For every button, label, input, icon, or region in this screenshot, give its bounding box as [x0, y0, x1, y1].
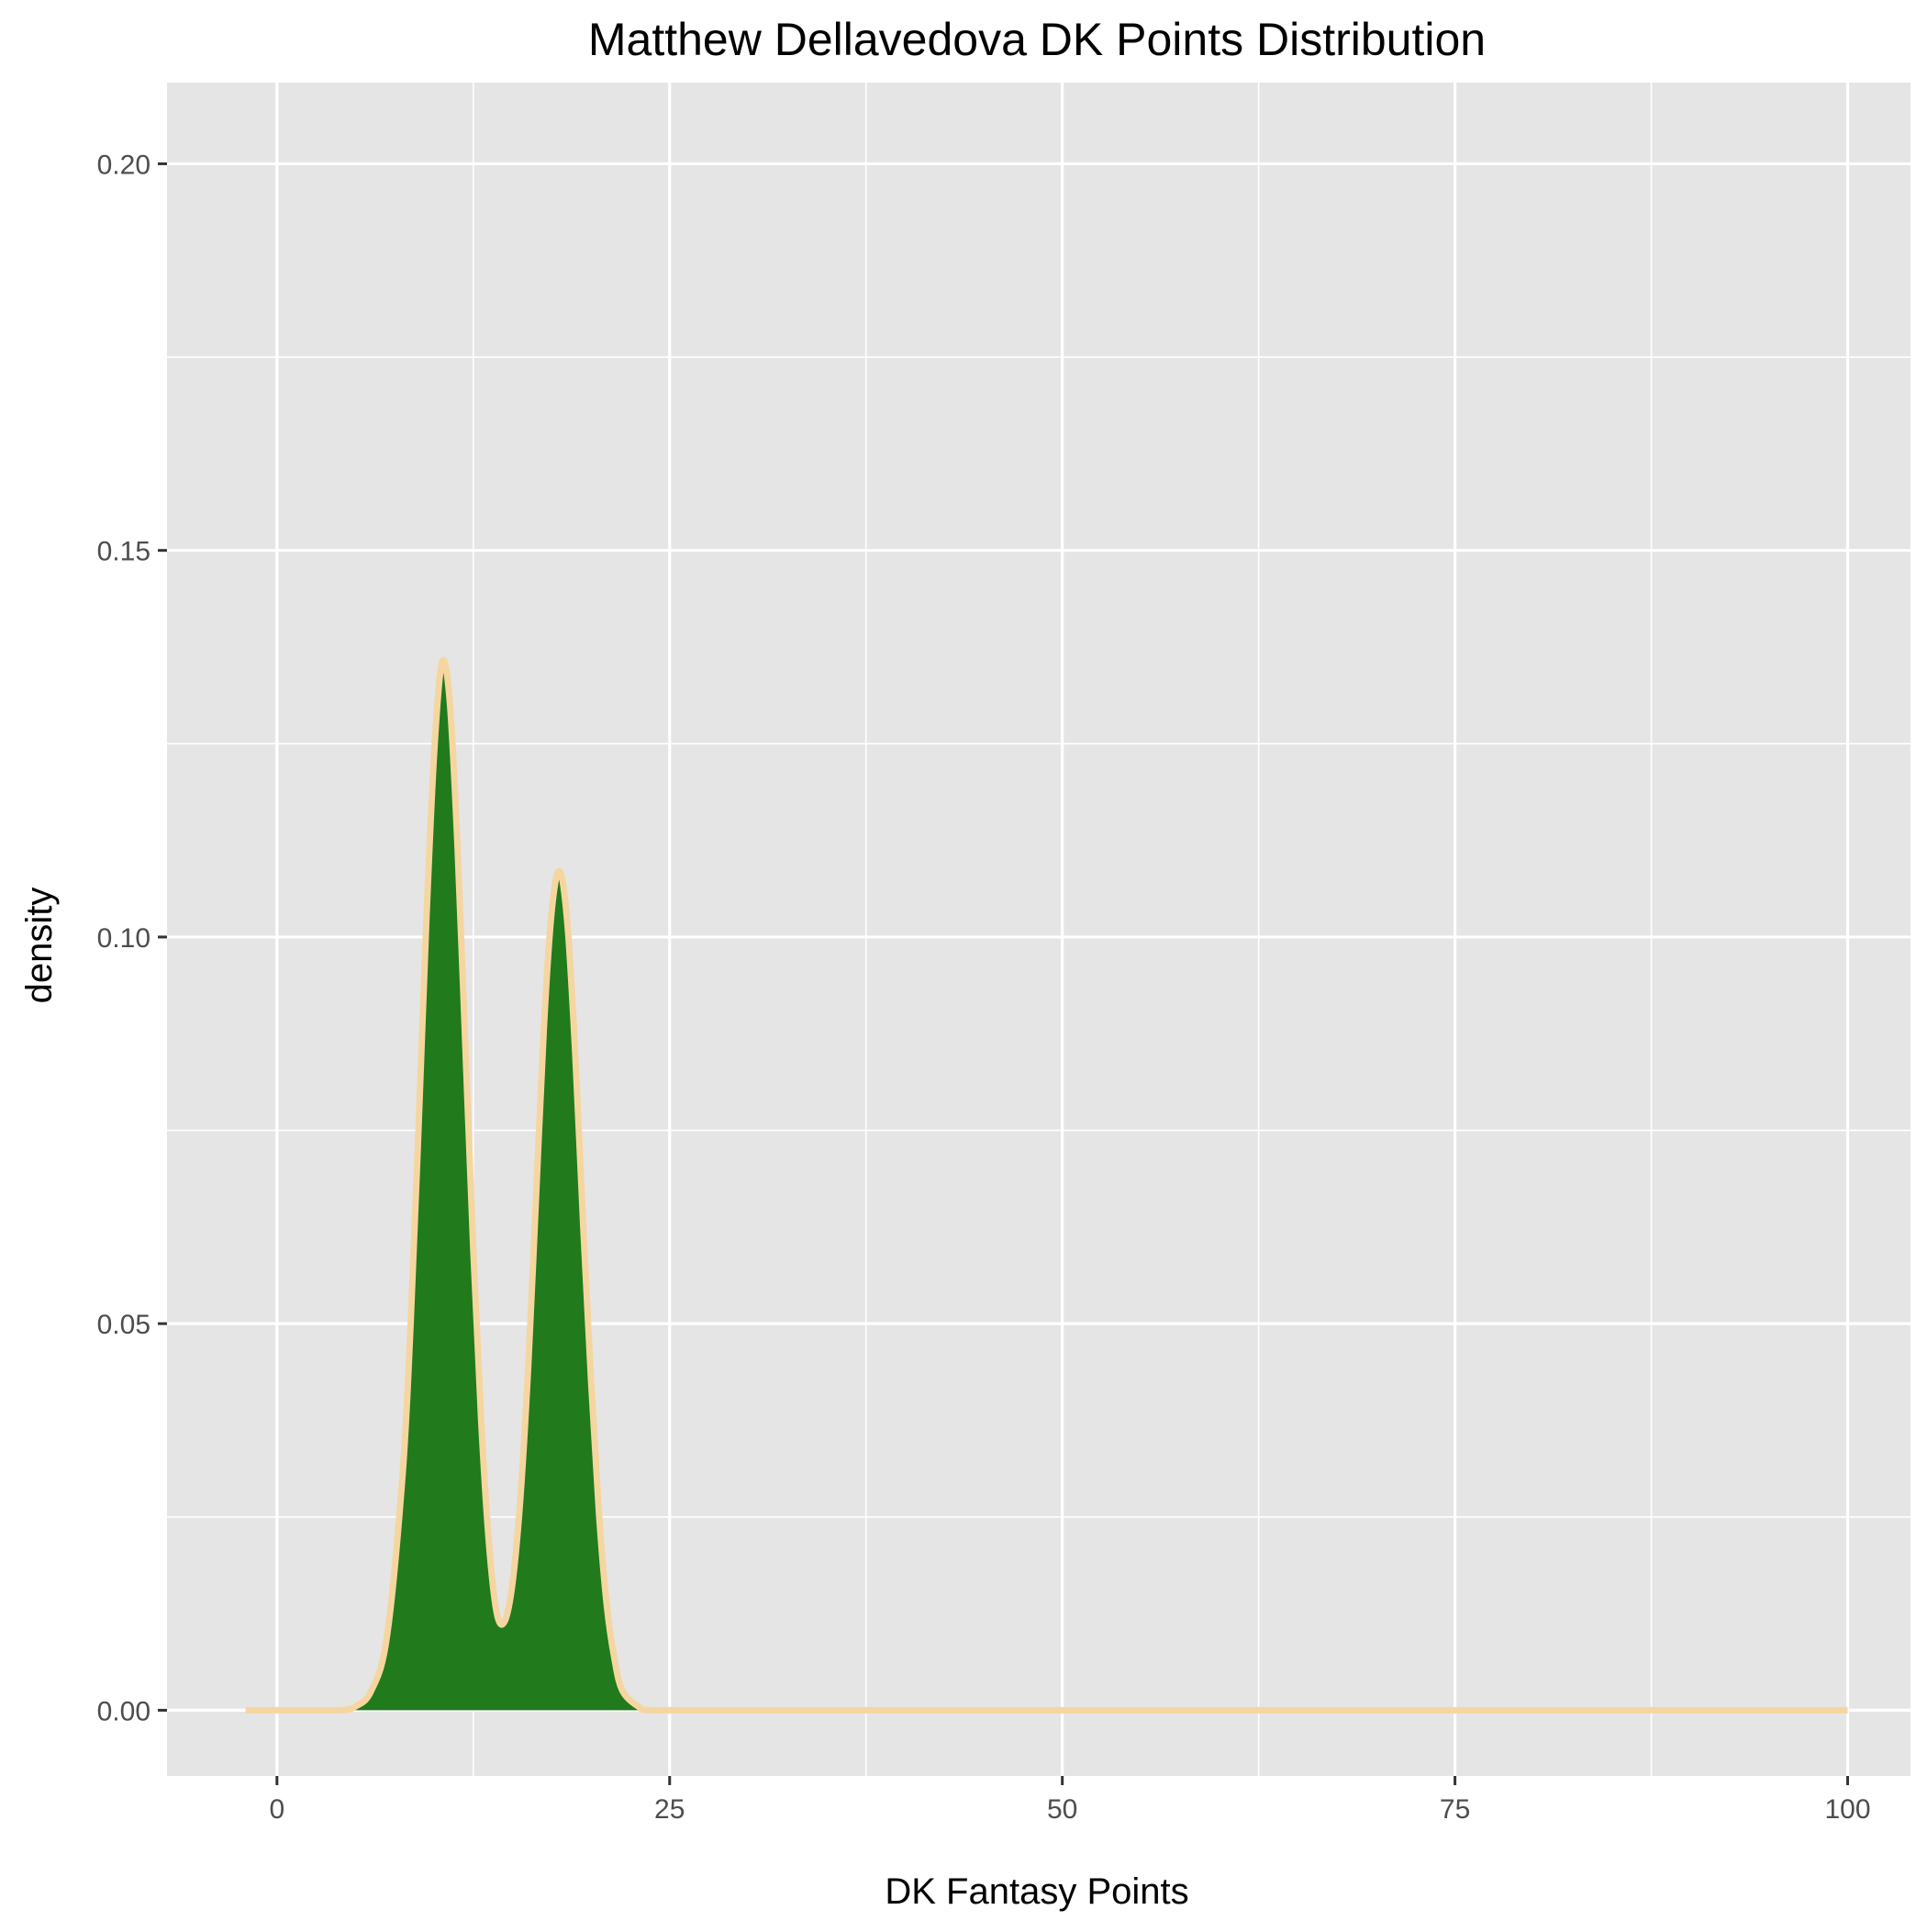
x-axis: 0 25 50 75 100 [269, 1776, 1871, 1825]
x-axis-title: DK Fantasy Points [885, 1871, 1188, 1912]
y-axis-title: density [19, 888, 60, 1004]
y-tick-label: 0.05 [97, 1310, 150, 1340]
y-axis: 0.00 0.05 0.10 0.15 0.20 [97, 150, 167, 1726]
density-area-fill [245, 660, 1848, 1711]
x-tick-label: 0 [269, 1794, 284, 1825]
y-tick-label: 0.00 [97, 1696, 150, 1726]
y-tick-label: 0.10 [97, 923, 150, 954]
x-tick-label: 100 [1825, 1794, 1871, 1825]
chart-title: Matthew Dellavedova DK Points Distributi… [588, 14, 1486, 65]
density-outline [245, 656, 1848, 1714]
x-tick-label: 50 [1047, 1794, 1077, 1825]
y-tick-label: 0.20 [97, 150, 150, 180]
y-tick-label: 0.15 [97, 537, 150, 567]
x-tick-label: 75 [1440, 1794, 1470, 1825]
x-tick-label: 25 [654, 1794, 685, 1825]
